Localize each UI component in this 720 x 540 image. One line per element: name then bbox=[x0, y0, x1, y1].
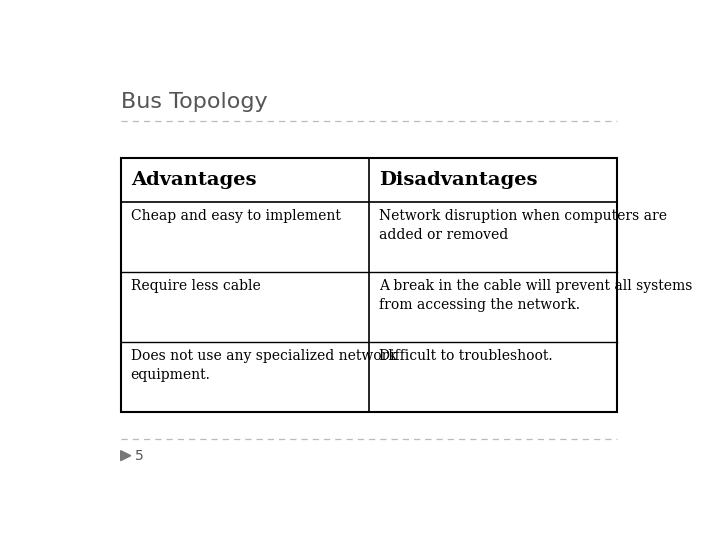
Text: A break in the cable will prevent all systems
from accessing the network.: A break in the cable will prevent all sy… bbox=[379, 280, 693, 313]
Text: Network disruption when computers are
added or removed: Network disruption when computers are ad… bbox=[379, 210, 667, 242]
Text: Advantages: Advantages bbox=[131, 171, 256, 189]
Text: Does not use any specialized network
equipment.: Does not use any specialized network equ… bbox=[131, 349, 397, 382]
Text: Bus Topology: Bus Topology bbox=[121, 92, 267, 112]
Text: Cheap and easy to implement: Cheap and easy to implement bbox=[131, 210, 341, 224]
Text: Require less cable: Require less cable bbox=[131, 280, 261, 294]
Text: Disadvantages: Disadvantages bbox=[379, 171, 538, 189]
Polygon shape bbox=[121, 451, 131, 461]
Text: 5: 5 bbox=[135, 449, 143, 463]
Text: Difficult to troubleshoot.: Difficult to troubleshoot. bbox=[379, 349, 553, 363]
Bar bbox=[121, 158, 617, 412]
